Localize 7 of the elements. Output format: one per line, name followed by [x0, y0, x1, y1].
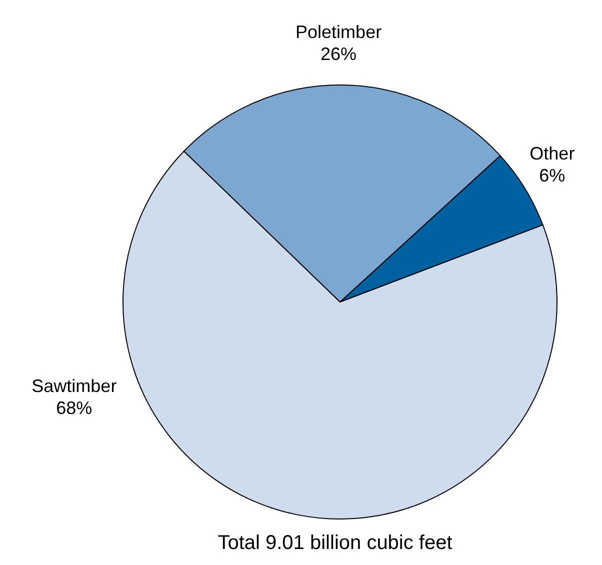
text: Total 9.01 billion cubic feet — [218, 532, 453, 554]
slice-label: Sawtimber — [32, 376, 117, 396]
slice-label: Poletimber — [296, 22, 382, 42]
data-label: 6% — [539, 165, 566, 186]
slice-label: Other — [530, 143, 575, 164]
data-label: 68% — [56, 398, 92, 418]
data-label: 26% — [320, 44, 357, 64]
